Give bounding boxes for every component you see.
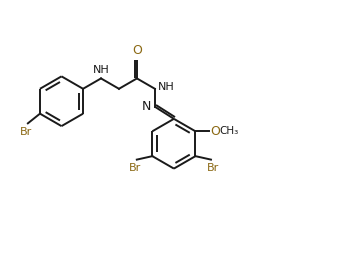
Text: O: O [132, 44, 142, 57]
Text: CH₃: CH₃ [219, 126, 238, 136]
Text: Br: Br [20, 127, 32, 137]
Text: Br: Br [128, 163, 141, 173]
Text: N: N [141, 100, 151, 113]
Text: O: O [210, 125, 220, 138]
Text: Br: Br [207, 163, 219, 173]
Text: NH: NH [93, 65, 110, 75]
Text: NH: NH [158, 82, 174, 92]
